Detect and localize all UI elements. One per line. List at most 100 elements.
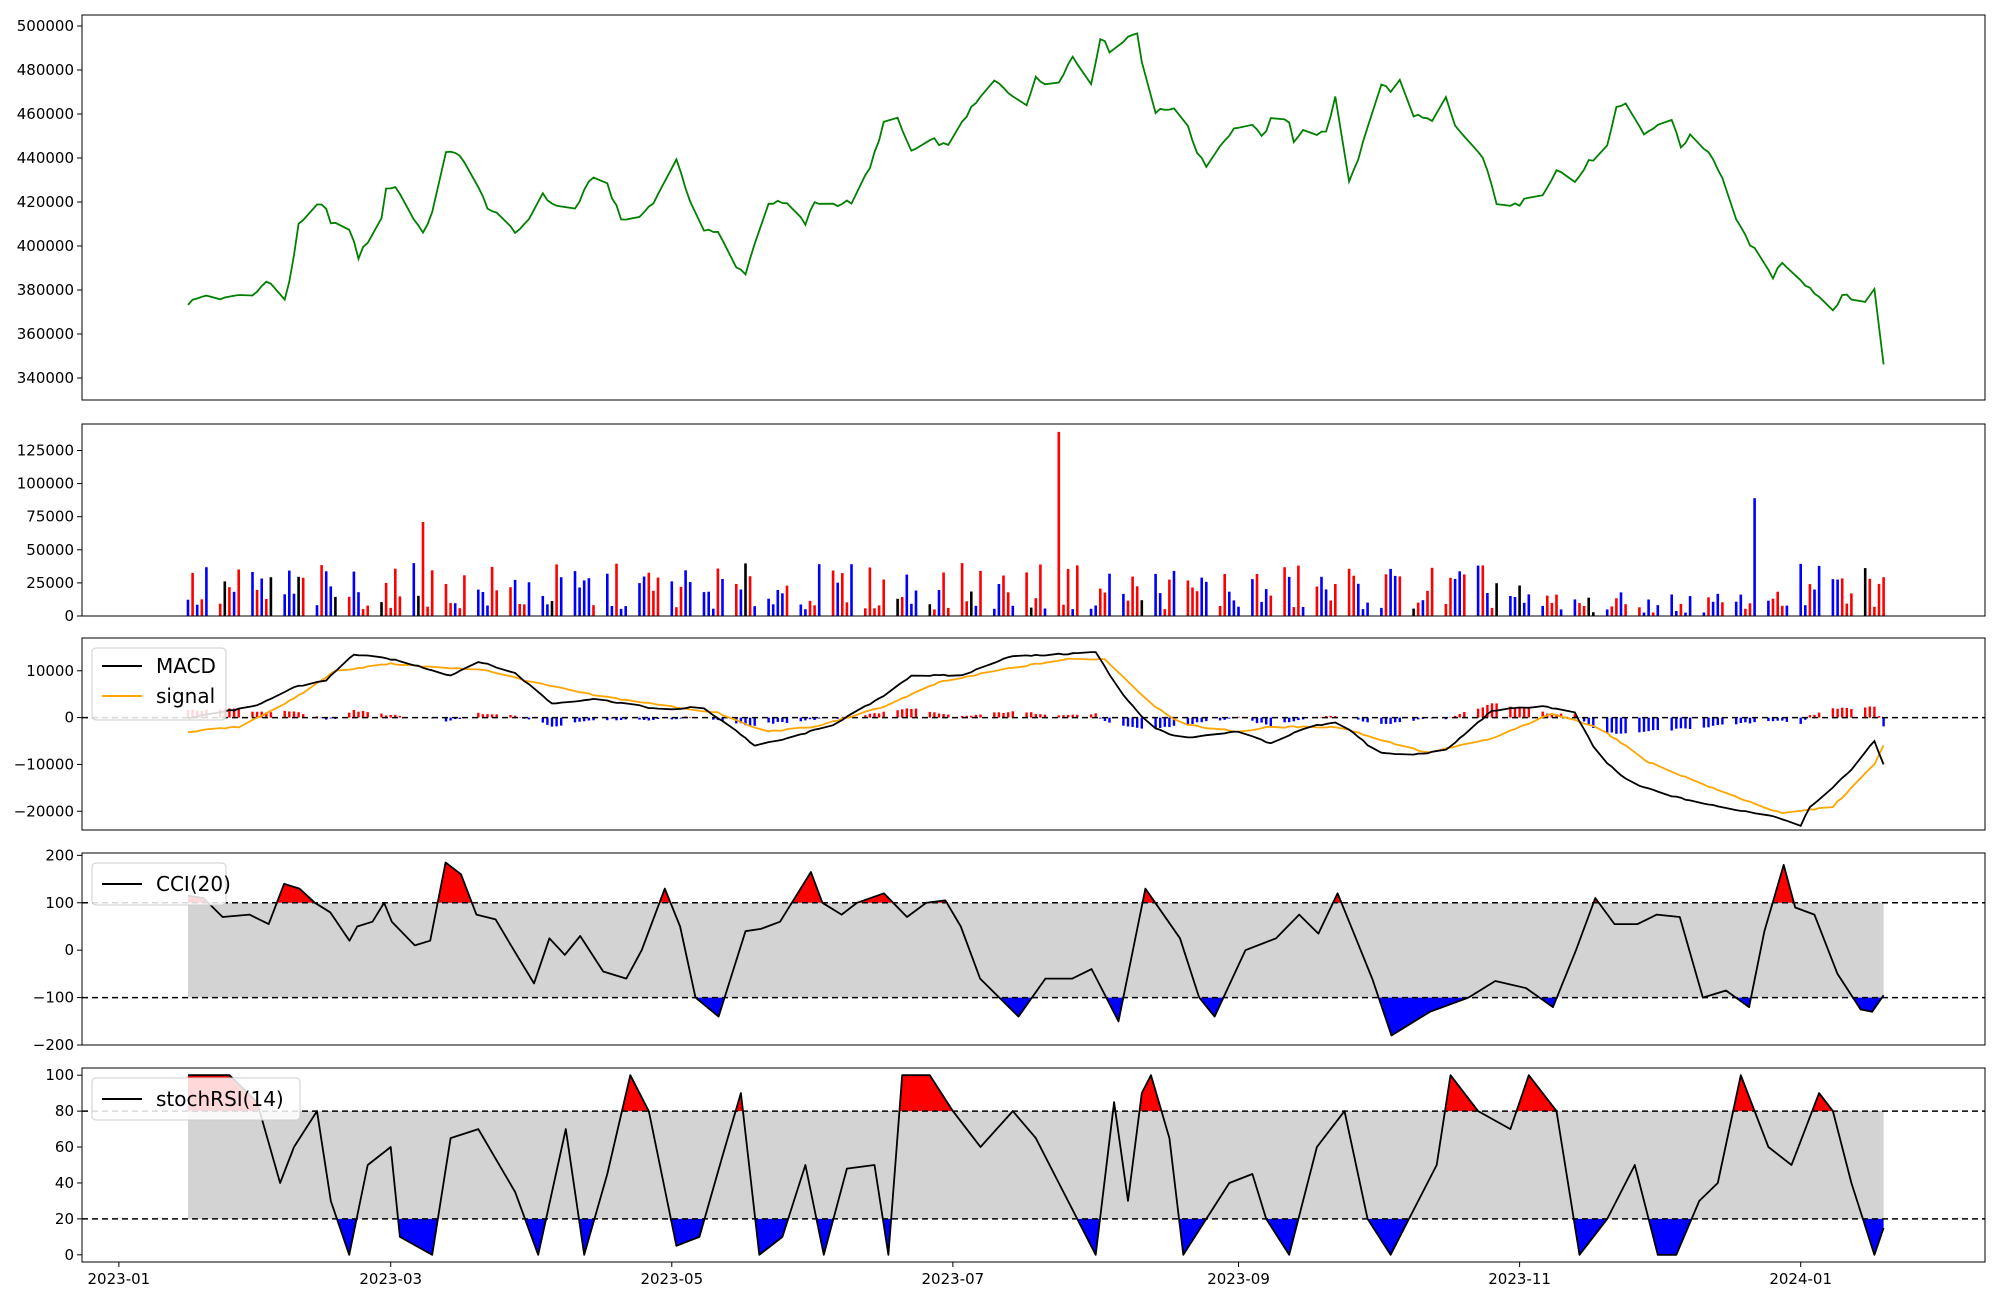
volume-bar: [1656, 605, 1660, 616]
volume-bar: [781, 593, 784, 616]
neutral-band: [187, 1111, 1884, 1219]
volume-bar: [900, 597, 904, 616]
macd-histogram-bar: [799, 717, 802, 722]
macd-histogram-bar: [1850, 709, 1853, 718]
macd-histogram-bar: [1550, 715, 1554, 718]
volume-bar: [905, 574, 909, 616]
macd-histogram-bar: [1163, 717, 1166, 727]
macd-histogram-bar: [712, 717, 715, 720]
volume-bar: [1426, 590, 1429, 616]
volume-bar: [1347, 568, 1351, 616]
macd-histogram-bar: [1684, 717, 1687, 729]
volume-bar: [288, 570, 291, 616]
macd-histogram-bar: [251, 711, 254, 718]
volume-bar: [361, 609, 365, 616]
macd-histogram-bar: [449, 717, 452, 721]
volume-bar: [606, 573, 609, 616]
macd-histogram-bar: [1292, 717, 1295, 722]
macd-histogram-bar: [619, 717, 623, 720]
macd-histogram-bar: [1076, 714, 1079, 718]
macd-histogram-bar: [1836, 708, 1839, 718]
volume-bar: [1237, 606, 1240, 616]
price-line: [187, 32, 1885, 365]
cci-legend-label: CCI(20): [156, 872, 231, 896]
macd-histogram-bar: [1559, 713, 1563, 718]
macd-histogram-bar: [1223, 717, 1226, 720]
volume-bar: [1490, 607, 1494, 616]
volume-bar: [1099, 588, 1102, 616]
volume-bar: [1817, 565, 1821, 616]
y-tick-label: 360000: [17, 325, 74, 343]
macd-histogram-bar: [1108, 717, 1111, 723]
macd-histogram-bar: [481, 714, 485, 718]
macd-histogram-bar: [960, 715, 964, 718]
volume-bar: [1232, 600, 1236, 616]
macd-histogram-bar: [269, 712, 273, 718]
volume-bar: [578, 587, 581, 616]
volume-bar: [684, 570, 687, 616]
macd-histogram-bar: [1670, 717, 1673, 731]
macd-histogram-bar: [1624, 717, 1627, 734]
macd-histogram-bar: [642, 717, 646, 720]
macd-histogram-bar: [1721, 717, 1724, 725]
volume-bar: [712, 608, 715, 616]
macd-histogram-bar: [398, 715, 402, 718]
volume-bar: [1873, 606, 1876, 616]
volume-bar: [1006, 592, 1010, 616]
macd-histogram-bar: [1767, 717, 1770, 721]
volume-bar: [1283, 567, 1286, 616]
macd-histogram-bar: [380, 713, 383, 718]
volume-bar: [1522, 602, 1526, 616]
volume-bar: [1315, 586, 1319, 616]
oversold-fill: [188, 1218, 1884, 1255]
volume-bar: [960, 563, 964, 616]
volume-bar: [868, 567, 872, 616]
volume-bar: [1481, 565, 1485, 616]
volume-bar: [1094, 605, 1097, 616]
volume-bar: [1324, 589, 1328, 616]
macd-histogram-bar: [384, 715, 388, 718]
volume-bar: [1025, 572, 1028, 616]
volume-bar: [1186, 580, 1190, 616]
overbought-fill: [188, 1075, 1884, 1112]
volume-bar: [573, 571, 577, 616]
volume-bar: [191, 572, 194, 616]
macd-histogram-bar: [1481, 707, 1484, 718]
volume-bar: [831, 570, 835, 616]
macd-histogram-bar: [1159, 717, 1162, 728]
stochrsi-panel: 0 20 40 60 80 100 stochRSI(14): [45, 1066, 1986, 1264]
macd-histogram-bar: [1486, 704, 1489, 718]
macd-histogram-bar: [606, 717, 609, 721]
volume-bar: [610, 606, 614, 616]
macd-histogram-bar: [1417, 717, 1420, 720]
macd-histogram-bar: [1882, 717, 1885, 727]
y-tick-label: 100: [45, 894, 74, 912]
volume-bar: [1882, 577, 1885, 616]
volume-bar: [394, 568, 397, 616]
volume-bar: [1679, 603, 1683, 616]
volume-bar: [458, 608, 462, 616]
macd-histogram-bar: [1237, 716, 1240, 718]
macd-histogram-bar: [1606, 717, 1609, 733]
macd-histogram-bar: [1785, 717, 1789, 722]
macd-histogram-bar: [1817, 712, 1821, 718]
macd-histogram-bar: [624, 717, 627, 720]
macd-histogram-bar: [348, 712, 351, 718]
macd-histogram-bar: [1398, 717, 1401, 723]
y-tick-label: 500000: [17, 17, 74, 35]
volume-bar: [1877, 583, 1881, 616]
volume-plot-frame: [81, 423, 1986, 617]
volume-bar: [1748, 603, 1752, 616]
volume-bar: [1264, 589, 1268, 616]
macd-histogram-bar: [610, 717, 614, 719]
macd-histogram-bar: [997, 712, 1001, 718]
macd-histogram-bar: [1025, 712, 1028, 718]
macd-histogram-bar: [1154, 717, 1157, 729]
y-tick-label: 25000: [26, 574, 74, 592]
x-tick-label: 2023-01: [88, 1270, 151, 1288]
macd-histogram-bar: [1652, 717, 1655, 731]
volume-bar: [228, 587, 231, 616]
macd-histogram-bar: [260, 711, 263, 718]
macd-histogram-bar: [947, 714, 950, 718]
macd-histogram-bar: [550, 717, 554, 727]
